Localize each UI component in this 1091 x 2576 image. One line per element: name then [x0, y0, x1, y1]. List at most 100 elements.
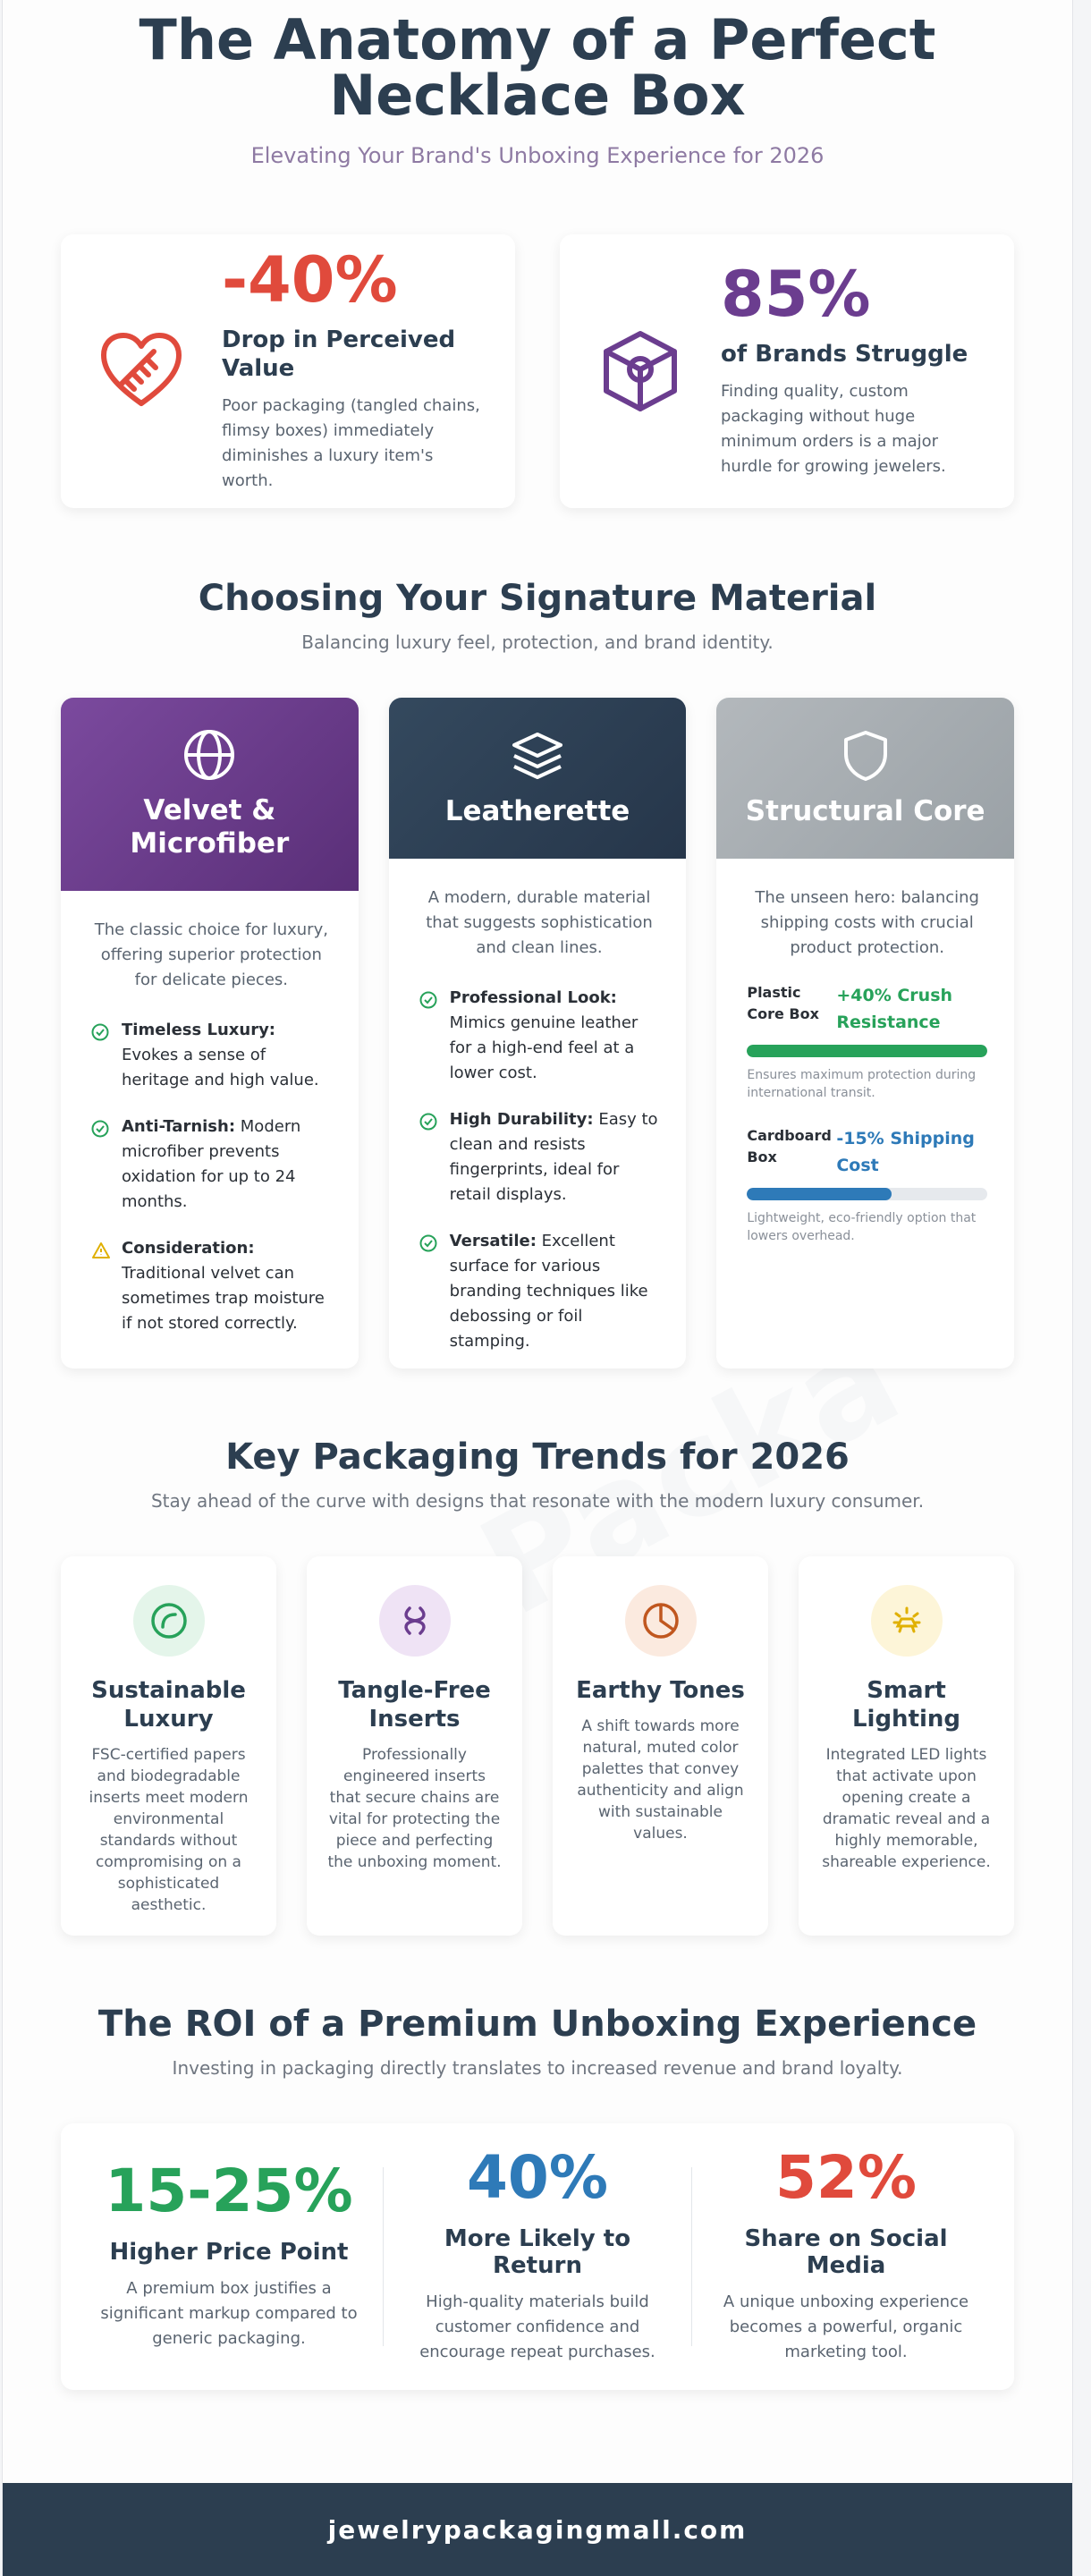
- roi-card: 15-25% Higher Price Point A premium box …: [61, 2123, 1014, 2390]
- material-title-line2: Microfiber: [130, 827, 290, 860]
- point-text: Excellent surface for various branding t…: [449, 1232, 648, 1351]
- roi-title: The ROI of a Premium Unboxing Experience: [97, 2004, 977, 2045]
- globe-icon: [184, 730, 235, 780]
- progress-track: [747, 1045, 988, 1057]
- roi-subtitle: Investing in packaging directly translat…: [172, 2057, 903, 2079]
- trend-title: Tangle-Free Inserts: [338, 1677, 491, 1733]
- point-text: Modern microfiber prevents oxidation for…: [122, 1117, 301, 1211]
- page-title-line2: Necklace Box: [329, 63, 746, 128]
- roi-value: 52%: [775, 2143, 917, 2212]
- page-subtitle: Elevating Your Brand's Unboxing Experien…: [250, 143, 825, 168]
- metric-cardboard: Cardboard Box -15% Shipping Cost Lightweig…: [747, 1125, 988, 1245]
- trend-description: Professionally engineered inserts that s…: [327, 1746, 502, 1871]
- metric-plastic-core: Plastic Core Box +40% Crush Resistance Ens…: [747, 982, 988, 1102]
- box-icon: [597, 328, 683, 414]
- divider: [691, 2167, 692, 2346]
- materials-title: Choosing Your Signature Material: [198, 578, 877, 619]
- stat-value: -40%: [222, 243, 398, 317]
- check-icon: [419, 1113, 437, 1131]
- list-item: Timeless Luxury: Evokes a sense of herit…: [91, 1018, 332, 1093]
- point-label: Consideration:: [122, 1239, 255, 1258]
- stat-description: Finding quality, custom packaging withou…: [721, 382, 946, 476]
- layers-icon: [512, 732, 562, 779]
- roi-heading: More Likely to Return: [444, 2225, 631, 2279]
- progress-fill: [747, 1188, 892, 1200]
- material-intro: The classic choice for luxury, offering …: [94, 920, 328, 989]
- point-label: High Durability:: [449, 1110, 594, 1129]
- material-card-leatherette: Leatherette A modern, durable material t…: [388, 698, 687, 1368]
- metric-value: +40% Crush Resistance: [836, 986, 953, 1032]
- material-title: Structural Core: [745, 794, 985, 827]
- divider: [383, 2167, 384, 2346]
- trend-card-sustainable: Sustainable Luxury FSC-certified papers a…: [61, 1556, 276, 1936]
- roi-value: 40%: [467, 2143, 608, 2212]
- progress-track: [747, 1188, 988, 1200]
- palette-icon: [624, 1585, 697, 1657]
- material-header: Structural Core: [716, 698, 1015, 859]
- metric-label: Cardboard Box: [747, 1127, 832, 1165]
- leaf-icon: [132, 1585, 205, 1657]
- shield-icon: [843, 730, 887, 781]
- broken-heart-icon: [98, 328, 184, 414]
- check-icon: [419, 991, 437, 1009]
- point-text: Easy to clean and resists fingerprints, …: [449, 1110, 658, 1204]
- roi-description: High-quality materials build customer co…: [419, 2292, 655, 2361]
- roi-description: A unique unboxing experience becomes a p…: [723, 2292, 969, 2361]
- trend-card-earthy-tones: Earthy Tones A shift towards more natura…: [553, 1556, 768, 1936]
- content: The Anatomy of a Perfect Necklace Box El…: [61, 0, 1015, 2390]
- roi-value: 15-25%: [105, 2157, 353, 2225]
- warning-icon: [92, 1242, 110, 1258]
- material-intro: The unseen hero: balancing shipping cost…: [755, 888, 979, 957]
- trend-description: A shift towards more natural, muted colo…: [577, 1717, 744, 1843]
- metric-note: Ensures maximum protection during intern…: [747, 1068, 977, 1100]
- list-item: High Durability: Easy to clean and resis…: [419, 1107, 660, 1208]
- trends-title: Key Packaging Trends for 2026: [225, 1436, 850, 1478]
- stat-card-brands-struggle: 85% of Brands Struggle Finding quality, …: [560, 234, 1014, 508]
- point-text: Mimics genuine leather for a high-end fe…: [449, 1013, 639, 1082]
- roi-heading: Share on Social Media: [744, 2225, 948, 2279]
- check-icon: [91, 1023, 109, 1041]
- material-card-structural-core: Structural Core The unseen hero: balanci…: [716, 698, 1015, 1368]
- list-item: Versatile: Excellent surface for various…: [419, 1229, 660, 1354]
- list-item: Professional Look: Mimics genuine leathe…: [419, 986, 660, 1086]
- stat-card-value-drop: -40% Drop in Perceived Value Poor packag…: [61, 234, 515, 508]
- metric-note: Lightweight, eco-friendly option that lo…: [747, 1211, 977, 1243]
- trend-card-smart-lighting: Smart Lighting Integrated LED lights that…: [799, 1556, 1014, 1936]
- point-text: Evokes a sense of heritage and high valu…: [122, 1046, 319, 1089]
- point-label: Anti-Tarnish:: [122, 1117, 236, 1136]
- point-text: Traditional velvet can sometimes trap mo…: [122, 1264, 325, 1333]
- footer-website[interactable]: jewelrypackagingmall.com: [3, 2483, 1072, 2576]
- point-label: Versatile:: [449, 1232, 537, 1250]
- roi-item-price-point: 15-25% Higher Price Point A premium box …: [75, 2162, 383, 2351]
- metric-value: -15% Shipping Cost: [836, 1129, 975, 1175]
- trend-description: Integrated LED lights that activate upon…: [822, 1746, 991, 1871]
- check-icon: [91, 1120, 109, 1138]
- trends-subtitle: Stay ahead of the curve with designs tha…: [150, 1490, 925, 1512]
- roi-description: A premium box justifies a significant ma…: [100, 2279, 358, 2348]
- materials-row: Velvet & Microfiber The classic choice f…: [61, 698, 1015, 1368]
- footer-link[interactable]: jewelrypackagingmall.com: [327, 2514, 748, 2545]
- knot-icon: [378, 1585, 451, 1657]
- trend-description: FSC-certified papers and biodegradable i…: [89, 1746, 249, 1914]
- page-title-line1: The Anatomy of a Perfect: [139, 7, 936, 72]
- trend-title: Earthy Tones: [576, 1677, 745, 1704]
- trend-card-tangle-free: Tangle-Free Inserts Professionally engine…: [307, 1556, 522, 1936]
- roi-heading: Higher Price Point: [109, 2239, 349, 2266]
- check-icon: [419, 1234, 437, 1252]
- trends-row: Sustainable Luxury FSC-certified papers a…: [61, 1556, 1014, 1936]
- roi-item-social: 52% Share on Social Media A unique unbox…: [692, 2148, 1000, 2365]
- stat-description: Poor packaging (tangled chains, flimsy b…: [222, 396, 480, 490]
- roi-item-return: 40% More Likely to Return High-quality m…: [384, 2148, 691, 2365]
- material-header: Leatherette: [388, 698, 687, 859]
- material-header: Velvet & Microfiber: [61, 698, 359, 891]
- progress-fill: [747, 1045, 988, 1057]
- list-item: Anti-Tarnish: Modern microfiber prevents…: [91, 1114, 332, 1215]
- point-label: Timeless Luxury:: [122, 1021, 276, 1039]
- trend-title: Smart Lighting: [851, 1677, 961, 1733]
- material-title-line1: Velvet &: [143, 794, 276, 826]
- list-item: Consideration: Traditional velvet can so…: [91, 1236, 332, 1336]
- material-intro: A modern, durable material that suggests…: [426, 888, 653, 957]
- stat-heading: of Brands Struggle: [721, 341, 968, 368]
- stat-heading: Drop in Perceived Value: [222, 326, 456, 382]
